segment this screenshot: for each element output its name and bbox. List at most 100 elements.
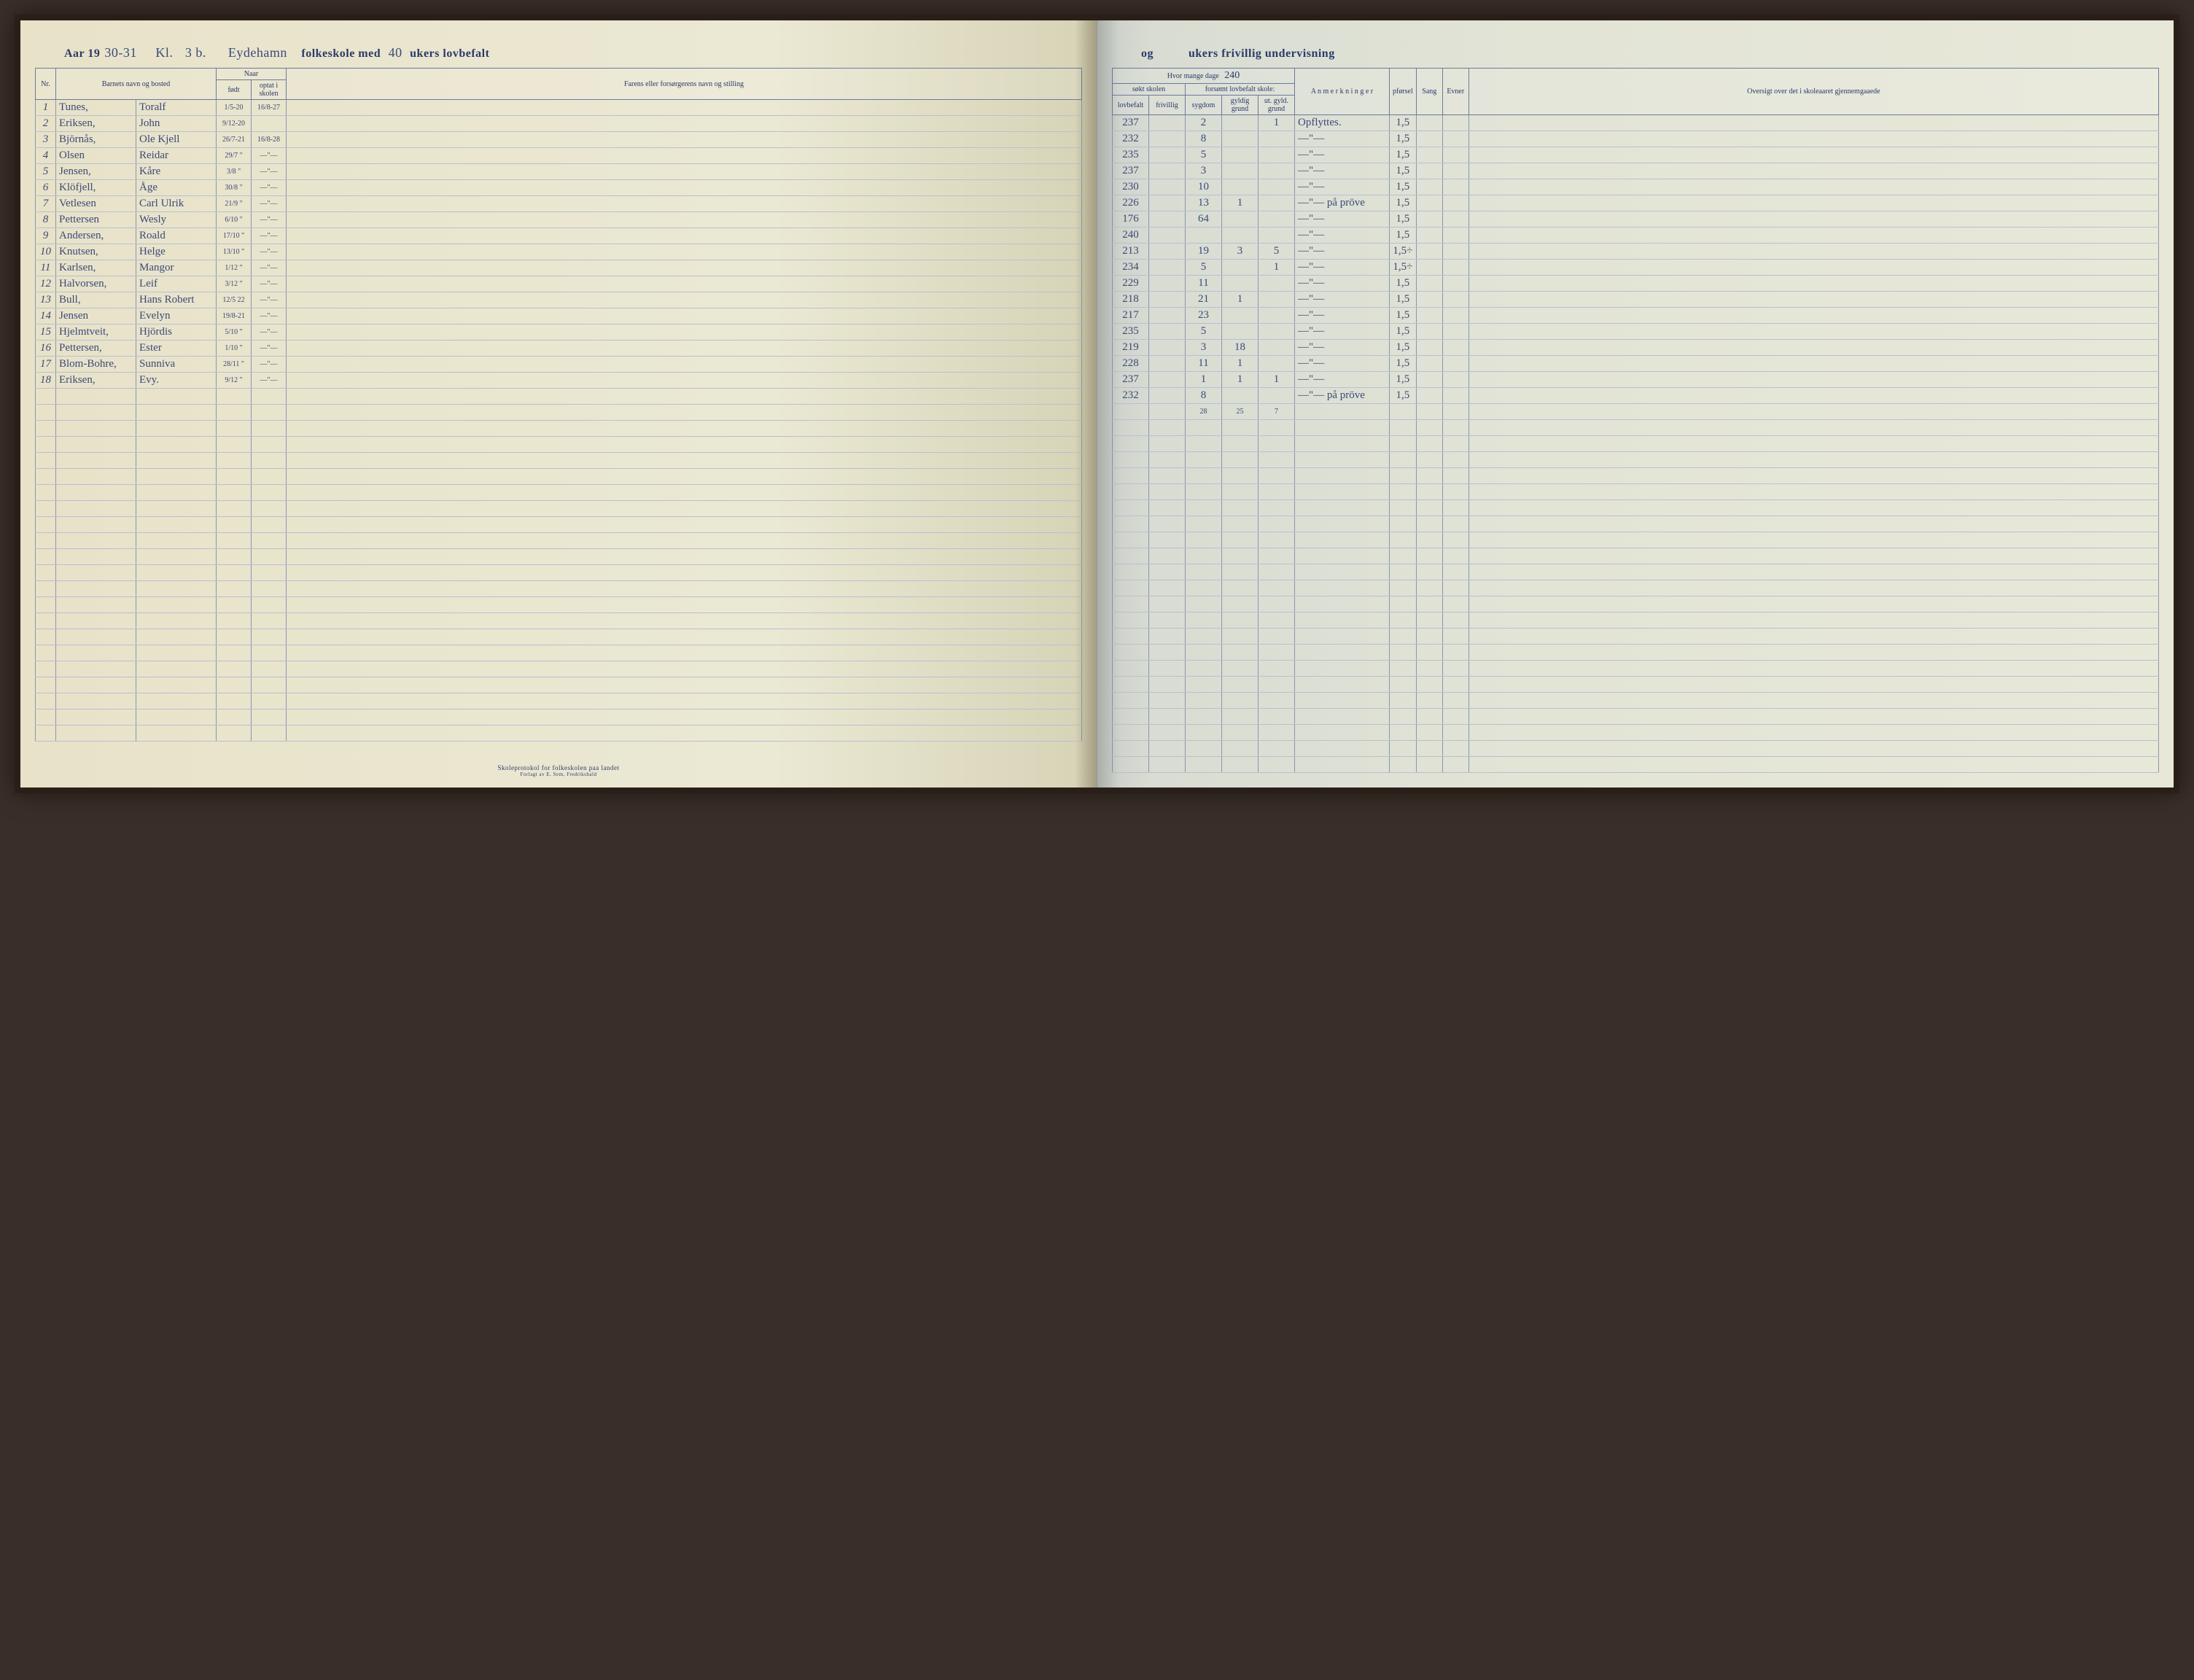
- cell-ut: [1259, 340, 1295, 356]
- empty-row: [36, 565, 1082, 581]
- weeks-lov: 40: [384, 45, 407, 60]
- cell-ut: [1259, 324, 1295, 340]
- cell-friv: [1149, 179, 1186, 195]
- table-row: 226131—"— på pröve1,5: [1113, 195, 2159, 211]
- cell-sang: [1416, 372, 1442, 388]
- table-row: 2355—"—1,5: [1113, 147, 2159, 163]
- cell-gyl: 1: [1222, 356, 1259, 372]
- cell-friv: [1149, 195, 1186, 211]
- empty-row: [36, 597, 1082, 613]
- cell-surname: Bull,: [56, 292, 136, 308]
- empty-row: [1113, 516, 2159, 532]
- cell-nr: 7: [36, 196, 56, 212]
- cell-faren: [287, 324, 1082, 341]
- table-row: 12Halvorsen,Leif3/12 "—"—: [36, 276, 1082, 292]
- cell-surname: Vetlesen: [56, 196, 136, 212]
- footer-line2: Forlagt av E. Sem, Fredrikshald: [20, 771, 1097, 777]
- cell-gyl: [1222, 179, 1259, 195]
- cell-opf: 1,5÷: [1390, 244, 1417, 260]
- empty-row: [1113, 532, 2159, 548]
- empty-row: [1113, 596, 2159, 612]
- cell-over: [1468, 308, 2158, 324]
- cell-over: [1468, 388, 2158, 404]
- cell-sang: [1416, 244, 1442, 260]
- cell-evner: [1442, 228, 1468, 244]
- cell-given: Evelyn: [136, 308, 217, 324]
- cell-ut: 1: [1259, 372, 1295, 388]
- cell-friv: [1149, 276, 1186, 292]
- cell-optat: [252, 116, 287, 132]
- cell-optat: —"—: [252, 373, 287, 389]
- left-thead: Nr. Barnets navn og bosted Naar Farens e…: [36, 69, 1082, 100]
- cell-fodt: 9/12-20: [217, 116, 252, 132]
- cell-optat: —"—: [252, 148, 287, 164]
- cell-over: [1468, 195, 2158, 211]
- cell-surname: Olsen: [56, 148, 136, 164]
- cell-fodt: 29/7 ": [217, 148, 252, 164]
- cell-ut: [1259, 308, 1295, 324]
- cell-nr: 10: [36, 244, 56, 260]
- cell-faren: [287, 148, 1082, 164]
- cell-friv: [1149, 372, 1186, 388]
- left-table: Nr. Barnets navn og bosted Naar Farens e…: [35, 68, 1082, 742]
- cell-optat: —"—: [252, 212, 287, 228]
- folkeskole-text: folkeskole med: [301, 47, 381, 60]
- table-row: 8PettersenWesly6/10 "—"—: [36, 212, 1082, 228]
- cell-given: Toralf: [136, 100, 217, 116]
- cell-optat: —"—: [252, 276, 287, 292]
- empty-row: [36, 485, 1082, 501]
- cell-evner: [1442, 195, 1468, 211]
- cell-surname: Hjelmtveit,: [56, 324, 136, 341]
- cell-fodt: 17/10 ": [217, 228, 252, 244]
- cell-over: [1468, 228, 2158, 244]
- cell-friv: [1149, 244, 1186, 260]
- cell-surname: Eriksen,: [56, 373, 136, 389]
- cell-anm: —"— på pröve: [1295, 388, 1390, 404]
- empty-row: [36, 693, 1082, 709]
- empty-row: [1113, 548, 2159, 564]
- left-title-line: Aar 1930-31 Kl. 3 b. Eydehamn folkeskole…: [35, 42, 1082, 68]
- cell-sang: [1416, 340, 1442, 356]
- cell-given: Åge: [136, 180, 217, 196]
- tot-syg: 28: [1186, 404, 1222, 420]
- table-row: 15Hjelmtveit,Hjördis5/10 "—"—: [36, 324, 1082, 341]
- cell-fodt: 28/11 ": [217, 357, 252, 373]
- col-opforsel: pførsel: [1390, 69, 1417, 115]
- col-sang: Sang: [1416, 69, 1442, 115]
- cell-opf: 1,5: [1390, 356, 1417, 372]
- cell-nr: 12: [36, 276, 56, 292]
- cell-nr: 8: [36, 212, 56, 228]
- cell-optat: —"—: [252, 357, 287, 373]
- table-row: 5Jensen,Kåre3/8 "—"—: [36, 164, 1082, 180]
- cell-lov: 234: [1113, 260, 1149, 276]
- cell-gyl: 1: [1222, 195, 1259, 211]
- cell-faren: [287, 244, 1082, 260]
- cell-nr: 16: [36, 341, 56, 357]
- cell-nr: 17: [36, 357, 56, 373]
- hvor-mange-label: Hvor mange dage: [1167, 72, 1219, 80]
- col-lovbefalt: lovbefalt: [1113, 96, 1149, 115]
- cell-evner: [1442, 179, 1468, 195]
- cell-gyl: 3: [1222, 244, 1259, 260]
- cell-faren: [287, 341, 1082, 357]
- cell-optat: —"—: [252, 228, 287, 244]
- cell-nr: 13: [36, 292, 56, 308]
- cell-given: Hjördis: [136, 324, 217, 341]
- table-row: 219318—"—1,5: [1113, 340, 2159, 356]
- ukers-lov-text: ukers lovbefalt: [410, 47, 489, 60]
- col-forsomt: forsømt lovbefalt skole:: [1186, 84, 1295, 96]
- col-nr: Nr.: [36, 69, 56, 100]
- cell-opf: 1,5: [1390, 276, 1417, 292]
- cell-over: [1468, 356, 2158, 372]
- cell-optat: —"—: [252, 260, 287, 276]
- empty-row: [1113, 580, 2159, 596]
- table-row: 2131935—"—1,5÷: [1113, 244, 2159, 260]
- cell-anm: —"—: [1295, 244, 1390, 260]
- cell-evner: [1442, 147, 1468, 163]
- cell-fodt: 5/10 ": [217, 324, 252, 341]
- cell-ut: [1259, 147, 1295, 163]
- cell-lov: 176: [1113, 211, 1149, 228]
- cell-given: Reidar: [136, 148, 217, 164]
- col-anm: A n m e r k n i n g e r: [1295, 69, 1390, 115]
- left-page: Aar 1930-31 Kl. 3 b. Eydehamn folkeskole…: [20, 20, 1097, 788]
